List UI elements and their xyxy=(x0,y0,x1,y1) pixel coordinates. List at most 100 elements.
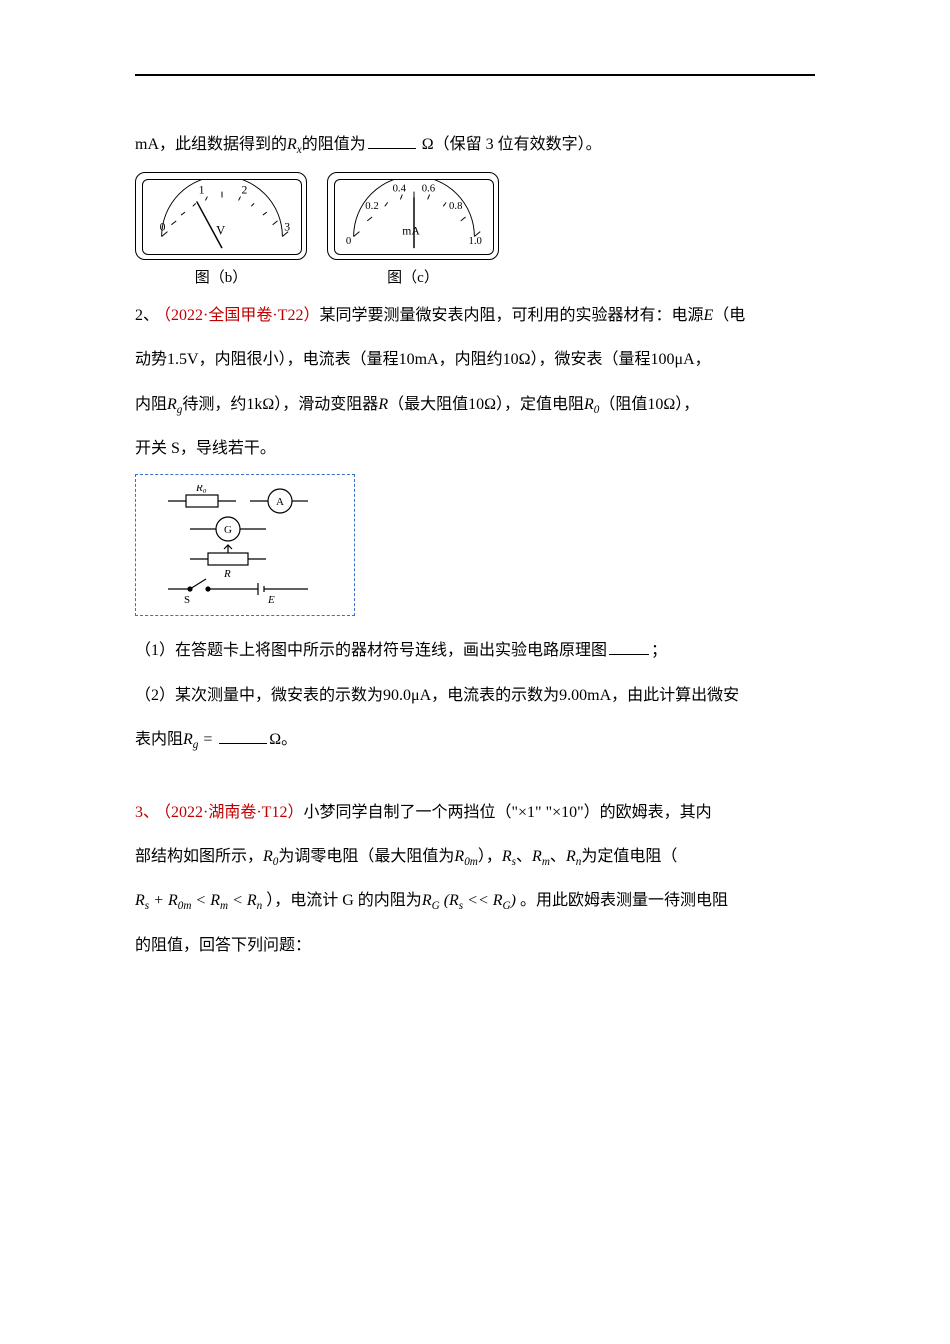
var-R0: R0 xyxy=(584,396,599,413)
circuit-diagram: R₀ A G R S E xyxy=(135,474,355,616)
text: ）， xyxy=(675,396,699,413)
text: ，由此计算出微安 xyxy=(611,687,739,704)
caption-b: 图（b） xyxy=(135,264,307,293)
tick-02: 0.2 xyxy=(365,201,378,213)
blank-Rx-value[interactable] xyxy=(368,132,416,149)
tick-06: 0.6 xyxy=(422,183,436,195)
text: 的阻值，回答下列问题： xyxy=(135,937,311,954)
value-emf: 1.5V xyxy=(167,351,199,368)
q3-source: （2022·湖南卷·T12） xyxy=(163,804,303,821)
tick-0: 0 xyxy=(346,236,351,248)
value-ammeter-reading: 9.00mA xyxy=(559,687,611,704)
var-Rx: Rx xyxy=(287,136,302,153)
text: 内阻 xyxy=(135,396,167,413)
text: ，内阻很小），电流表（量程 xyxy=(199,351,399,368)
paren-expr: (Rs << RG) xyxy=(440,892,520,909)
q2-part2b: 表内阻Rg = Ω。 xyxy=(135,721,815,759)
text: 表内阻 xyxy=(135,731,183,748)
value-R0: 10Ω xyxy=(647,396,675,413)
var-RG: RG xyxy=(422,892,440,909)
q2-source: （2022·全国甲卷·T22） xyxy=(163,307,319,324)
q2-line2: 动势1.5V，内阻很小），电流表（量程10mA，内阻约10Ω），微安表（量程10… xyxy=(135,341,815,379)
text: ），定值电阻 xyxy=(496,396,584,413)
label-R: R xyxy=(223,568,231,580)
unit-mA: mA xyxy=(402,225,420,238)
text: 。 xyxy=(281,731,297,748)
unit-mA: mA xyxy=(135,136,159,153)
q3-line2: 部结构如图所示，R0为调零电阻（最大阻值为R0m），Rs、Rm、Rn为定值电阻（ xyxy=(135,838,815,876)
inequality: Rs + R0m < Rm < Rn xyxy=(135,892,266,909)
text: 为调零电阻（最大阻值为 xyxy=(278,848,454,865)
q2-line3: 内阻Rg待测，约1kΩ），滑动变阻器R（最大阻值10Ω），定值电阻R0（阻值10… xyxy=(135,386,815,424)
label-G: G xyxy=(224,524,232,536)
top-rule xyxy=(135,74,815,76)
blank-Rg-value[interactable] xyxy=(219,727,267,744)
text: 待测，约 xyxy=(182,396,246,413)
q2-line1: 2、（2022·全国甲卷·T22）某同学要测量微安表内阻，可利用的实验器材有：电… xyxy=(135,297,815,335)
text: ，内阻约 xyxy=(439,351,503,368)
caption-c: 图（c） xyxy=(327,264,499,293)
q2-part1: （1）在答题卡上将图中所示的器材符号连线，画出实验电路原理图； xyxy=(135,632,815,670)
prev-question-tail: mA，此组数据得到的Rx的阻值为 Ω（保留 3 位有效数字）。 xyxy=(135,126,815,164)
text: （2）某次测量中，微安表的示数为 xyxy=(135,687,383,704)
var-R0: R0 xyxy=(263,848,278,865)
value-Rg: 1kΩ xyxy=(246,396,274,413)
q2-number: 2、 xyxy=(135,307,159,324)
equals: = xyxy=(198,731,217,748)
var-Rg: Rg xyxy=(167,396,182,413)
label-E: E xyxy=(267,594,275,605)
tick-04: 0.4 xyxy=(393,183,407,195)
tick-1: 1 xyxy=(199,184,205,197)
text: ，此组数据得到的 xyxy=(159,136,287,153)
text: 的阻值为 xyxy=(302,136,366,153)
unit-V: V xyxy=(216,224,225,238)
var-Rn: Rn xyxy=(566,848,581,865)
text: "）的欧姆表，其内 xyxy=(577,804,712,821)
q3-line4: 的阻值，回答下列问题： xyxy=(135,927,815,965)
label-S: S xyxy=(184,594,190,605)
voltmeter-inner: 0 1 2 3 V xyxy=(142,179,302,255)
milliammeter-svg: 0 0.2 0.4 0.6 0.8 1.0 mA xyxy=(335,180,493,254)
text: ），滑动变阻器 xyxy=(274,396,378,413)
text: ， xyxy=(695,351,711,368)
tick-08: 0.8 xyxy=(449,201,462,213)
text: ； xyxy=(651,642,667,659)
text: ，电流表的示数为 xyxy=(431,687,559,704)
text: 动势 xyxy=(135,351,167,368)
spacer xyxy=(135,766,815,794)
text: ），微安表（量程 xyxy=(531,351,651,368)
value-micro-range: 100μA xyxy=(651,351,695,368)
text: （保留 3 位有效数字）。 xyxy=(434,136,602,153)
value-ammeter-r: 10Ω xyxy=(503,351,531,368)
text: 开关 S，导线若干。 xyxy=(135,440,276,457)
tick-3: 3 xyxy=(284,221,290,234)
text: （电 xyxy=(713,307,745,324)
label-A: A xyxy=(276,496,284,508)
text: （最大阻值 xyxy=(388,396,468,413)
var-R0m: R0m xyxy=(454,848,477,865)
text: ）， xyxy=(478,848,502,865)
text: ），电流计 G 的内阻为 xyxy=(266,892,422,909)
unit-ohm: Ω xyxy=(269,731,281,748)
q3-line3: Rs + R0m < Rm < Rn ），电流计 G 的内阻为RG (Rs <<… xyxy=(135,882,815,920)
milliammeter-inner: 0 0.2 0.4 0.6 0.8 1.0 mA xyxy=(334,179,494,255)
tick-10: 1.0 xyxy=(469,236,482,248)
value-R: 10Ω xyxy=(468,396,496,413)
milliammeter-outer: 0 0.2 0.4 0.6 0.8 1.0 mA xyxy=(327,172,499,260)
voltmeter-outer: 0 1 2 3 V xyxy=(135,172,307,260)
tick-2: 2 xyxy=(241,184,247,197)
q3-number: 3、 xyxy=(135,804,159,821)
text: 、 xyxy=(550,848,566,865)
page: mA，此组数据得到的Rx的阻值为 Ω（保留 3 位有效数字）。 xyxy=(0,0,950,1031)
q3-line1: 3、（2022·湖南卷·T12）小梦同学自制了一个两挡位（"×1" "×10"）… xyxy=(135,794,815,832)
circuit-svg: R₀ A G R S E xyxy=(150,485,340,605)
q2-part2a: （2）某次测量中，微安表的示数为90.0μA，电流表的示数为9.00mA，由此计… xyxy=(135,677,815,715)
figure-b: 0 1 2 3 V 图（b） xyxy=(135,172,307,293)
var-Rm: Rm xyxy=(532,848,550,865)
var-Rg2: Rg xyxy=(183,731,198,748)
value-x10: ×10 xyxy=(552,804,577,821)
blank-circuit[interactable] xyxy=(609,638,649,655)
value-x1: ×1 xyxy=(518,804,535,821)
text: 小梦同学自制了一个两挡位（" xyxy=(303,804,518,821)
q2-line4: 开关 S，导线若干。 xyxy=(135,430,815,468)
